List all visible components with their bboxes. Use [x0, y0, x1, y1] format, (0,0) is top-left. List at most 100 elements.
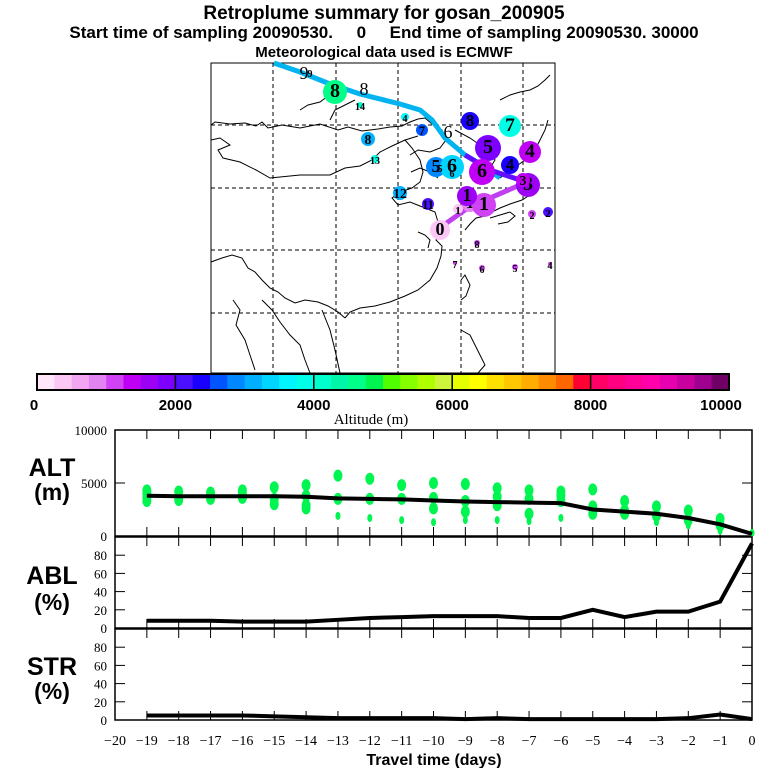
plume-cluster-circle [528, 210, 536, 218]
str-y-tick-label: 20 [94, 695, 107, 710]
x-tick-label: 0 [749, 734, 756, 749]
colorbar-swatch [486, 374, 505, 390]
abl-panel: 0 20 40 60 80 [94, 536, 754, 636]
plume-day-label: 5 [483, 136, 493, 158]
chart-title: Retroplume summary for gosan_200905 [203, 3, 565, 24]
coastline [499, 74, 551, 101]
x-tick-label: −6 [553, 734, 568, 749]
plume-cluster-circle [440, 155, 464, 179]
colorbar-swatch [625, 374, 643, 390]
colorbar-swatch [607, 374, 626, 390]
plume-day-label: 11 [422, 198, 434, 212]
alt-data-point [367, 513, 373, 522]
colorbar-swatch [71, 374, 90, 390]
plume-cluster-marker: 8 [361, 132, 375, 147]
alt-data-point [269, 498, 279, 511]
alt-data-point [460, 505, 470, 518]
str-y-tick-label: 40 [94, 677, 107, 692]
plume-day-label: 7 [453, 260, 458, 271]
x-tick-label: −18 [168, 734, 190, 749]
x-tick-label: −14 [295, 734, 317, 749]
x-tick-label: −12 [359, 734, 381, 749]
colorbar-swatch [383, 374, 401, 390]
plume-cluster-marker: 0 [430, 219, 450, 240]
abl-y-tick-label: 60 [94, 566, 107, 581]
coastline [210, 254, 271, 289]
trajectory-day-label: 8 [360, 79, 369, 99]
alt-data-point [526, 517, 532, 526]
colorbar-frame [36, 373, 730, 391]
alt-panel: 0 5000 10000 [75, 423, 755, 544]
colorbar-swatch [417, 374, 436, 390]
colorbar-swatch [279, 374, 297, 390]
x-tick-label: −8 [490, 734, 505, 749]
colorbar-swatch [296, 374, 315, 390]
colorbar-swatch [348, 374, 367, 390]
plume-cluster-marker: 4 [519, 141, 541, 163]
plume-day-label: 6 [480, 265, 485, 276]
plume-cluster-circle [472, 193, 496, 217]
plume-cluster-marker: 6 [479, 265, 485, 276]
plume-cluster-circle [475, 135, 501, 161]
x-tick-label: −5 [585, 734, 600, 749]
plume-cluster-circle [426, 157, 446, 177]
str-y-tick-label: 80 [94, 640, 107, 655]
plume-cluster-circle [361, 132, 375, 146]
abl-panel-label: ABL [26, 562, 77, 590]
plume-cluster-circle [479, 265, 485, 271]
plume-cluster-circle [453, 261, 457, 265]
alt-data-point [492, 490, 502, 503]
alt-data-point [365, 472, 375, 485]
plume-day-label: 5 [432, 156, 441, 176]
alt-data-point [397, 479, 407, 492]
colorbar-swatch [54, 374, 73, 390]
map-gridlines [211, 63, 555, 373]
plume-cluster-circle [357, 102, 363, 108]
x-tick-label: −3 [649, 734, 664, 749]
coastline [261, 299, 311, 374]
plume-cluster-circle [516, 173, 530, 187]
plume-cluster-marker: 7 [453, 260, 458, 271]
coastline [329, 99, 356, 121]
alt-panel-label: ALT [29, 454, 76, 482]
plume-cluster-marker: 2 [528, 210, 536, 222]
abl-y-tick-label: 40 [94, 585, 107, 600]
plume-cluster-marker: 6 [440, 155, 464, 179]
colorbar-swatch [694, 374, 713, 390]
plume-cluster-marker: 1 [457, 185, 477, 206]
colorbar-swatch [452, 374, 470, 390]
alt-data-point [333, 469, 343, 482]
alt-data-point [683, 504, 693, 517]
colorbar-swatch [711, 374, 730, 390]
x-tick-label: −4 [617, 734, 632, 749]
abl-panel-unit: (%) [34, 589, 70, 615]
alt-data-point [588, 483, 598, 496]
plume-day-label: 7 [505, 115, 515, 136]
colorbar-swatch [642, 374, 661, 390]
colorbar-swatch [556, 374, 574, 390]
colorbar: 0 2000 4000 6000 8000 10000 [30, 373, 742, 414]
plume-cluster-circle [512, 264, 518, 270]
colorbar-tick-label: 4000 [297, 397, 330, 414]
x-axis-label: Travel time (days) [366, 752, 501, 768]
alt-data-point [653, 518, 659, 527]
alt-data-point [462, 516, 468, 525]
plume-day-label: 8 [330, 80, 340, 102]
colorbar-swatch [573, 374, 592, 390]
plume-cluster-marker: 12 [393, 186, 407, 201]
plume-day-label: 2 [530, 211, 535, 222]
colorbar-swatch [365, 374, 384, 390]
str-panel-label: STR [27, 653, 77, 681]
plume-cluster-circle [474, 240, 480, 246]
colorbar-swatch [659, 374, 678, 390]
x-tick-label: −2 [681, 734, 696, 749]
plume-cluster-circle [501, 156, 519, 174]
alt-data-point [620, 495, 630, 508]
plume-cluster-circle [499, 115, 521, 137]
x-tick-label: −7 [522, 734, 537, 749]
plume-day-label: 5 [513, 264, 518, 275]
plume-cluster-circle [548, 262, 552, 266]
plume-cluster-marker: 4 [401, 113, 409, 125]
alt-data-point [301, 479, 311, 492]
